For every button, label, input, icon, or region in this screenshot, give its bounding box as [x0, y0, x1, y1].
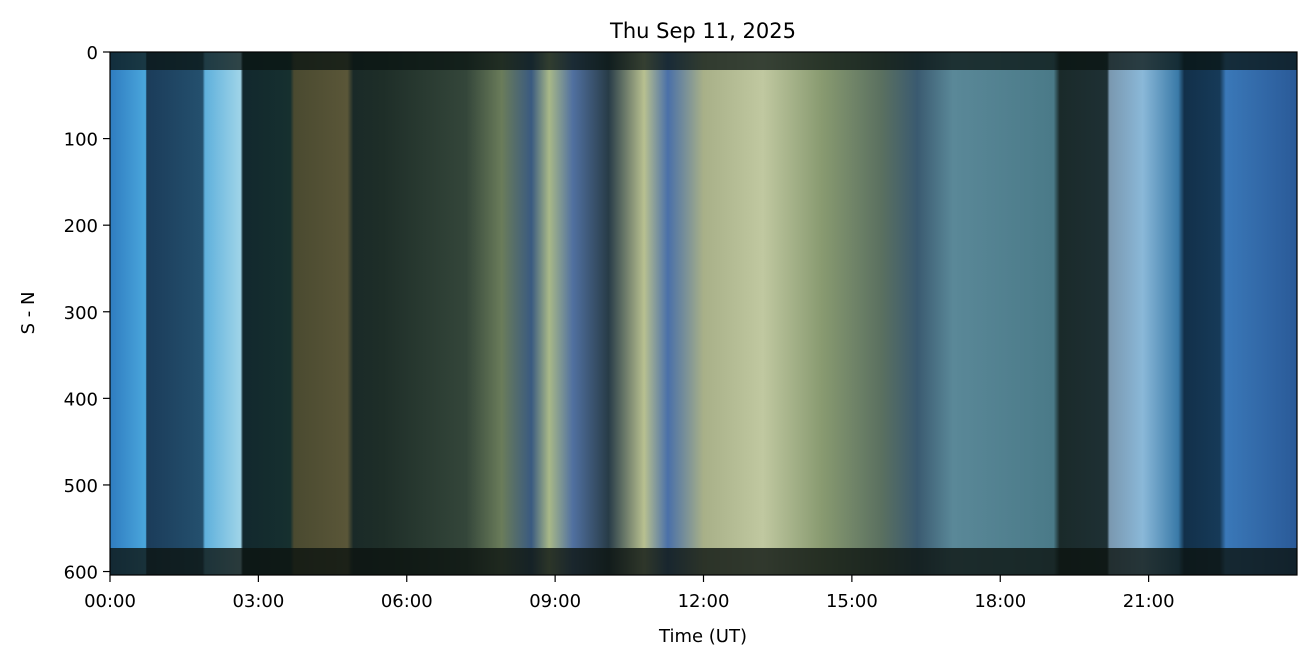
y-axis-label: S - N	[18, 292, 39, 335]
y-tick-label: 0	[87, 43, 98, 64]
x-tick-label: 09:00	[529, 591, 581, 612]
x-tick-label: 12:00	[678, 591, 730, 612]
y-tick-label: 200	[64, 216, 98, 237]
keogram-image	[110, 52, 1297, 575]
x-tick-label: 06:00	[381, 591, 433, 612]
y-tick-label: 300	[64, 303, 98, 324]
chart-title: Thu Sep 11, 2025	[609, 19, 796, 43]
y-tick-label: 500	[64, 476, 98, 497]
bottom-band	[110, 548, 1297, 575]
y-tick-label: 600	[64, 563, 98, 584]
y-tick-label: 100	[64, 130, 98, 151]
x-tick-label: 15:00	[826, 591, 878, 612]
x-tick-label: 18:00	[974, 591, 1026, 612]
x-axis-label: Time (UT)	[658, 626, 747, 647]
x-tick-label: 03:00	[232, 591, 284, 612]
y-tick-label: 400	[64, 389, 98, 410]
x-tick-label: 00:00	[84, 591, 136, 612]
top-band	[110, 52, 1297, 70]
x-tick-label: 21:00	[1123, 591, 1175, 612]
